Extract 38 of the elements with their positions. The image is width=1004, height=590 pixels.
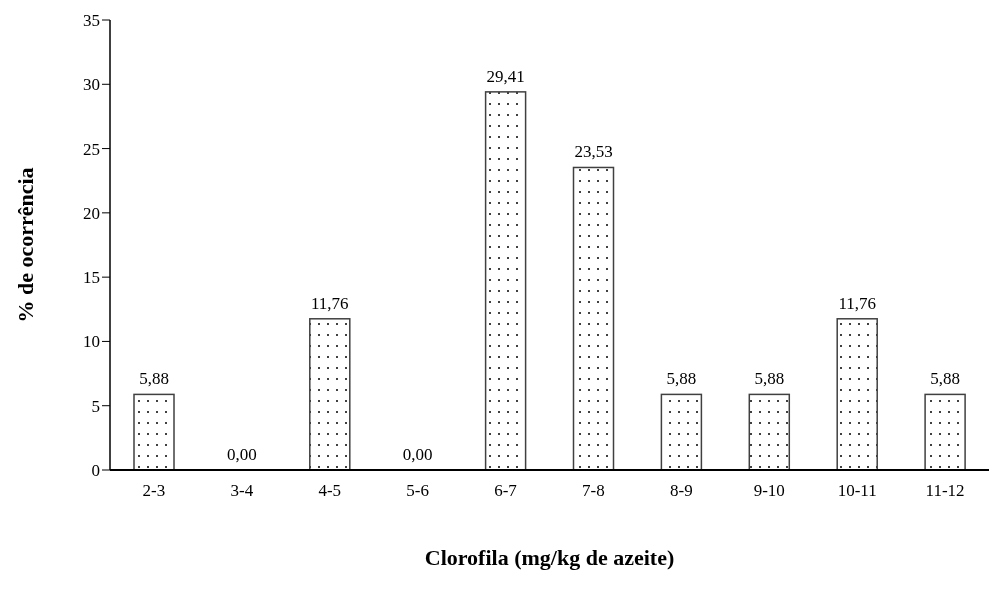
data-label: 23,53 xyxy=(574,142,613,162)
data-label: 5,88 xyxy=(754,369,785,389)
bar xyxy=(133,393,175,470)
bar xyxy=(924,393,966,470)
x-tick-label: 6-7 xyxy=(494,481,518,501)
data-label: 0,00 xyxy=(402,445,433,464)
x-tick-label: 3-4 xyxy=(230,481,254,501)
x-tick-label: 10-11 xyxy=(837,481,877,501)
y-tick-label: 15 xyxy=(83,268,100,288)
x-tick-label: 4-5 xyxy=(318,481,342,501)
x-tick-label: 5-6 xyxy=(406,481,429,501)
data-label: 11,76 xyxy=(310,293,349,313)
y-tick-label: 35 xyxy=(83,11,100,31)
x-axis-title: Clorofila (mg/kg de azeite) xyxy=(424,545,675,570)
data-label: 5,88 xyxy=(930,369,960,389)
y-axis-title: % de ocorrência xyxy=(12,167,38,323)
bar xyxy=(660,393,703,470)
x-tick-label: 11-12 xyxy=(925,481,965,501)
y-tick-label: 25 xyxy=(83,139,100,159)
y-tick-label: 0 xyxy=(91,461,100,481)
data-label: 29,41 xyxy=(486,66,525,86)
x-tick-label: 2-3 xyxy=(142,481,166,501)
data-label: 5,88 xyxy=(139,369,169,389)
x-tick-label: 7-8 xyxy=(582,481,605,501)
data-label: 11,76 xyxy=(838,293,877,313)
bar xyxy=(836,318,878,470)
bar xyxy=(309,318,351,470)
y-tick-label: 20 xyxy=(83,203,100,223)
x-tick-label: 9-10 xyxy=(753,481,785,501)
y-tick-label: 10 xyxy=(83,332,100,352)
bar xyxy=(748,393,791,470)
x-tick-label: 8-9 xyxy=(670,481,693,501)
y-tick-label: 30 xyxy=(83,75,100,95)
data-label: 0,00 xyxy=(227,445,257,464)
y-tick-label: 5 xyxy=(91,396,100,416)
bar xyxy=(572,166,615,470)
bar xyxy=(484,91,527,470)
data-label: 5,88 xyxy=(666,369,697,389)
